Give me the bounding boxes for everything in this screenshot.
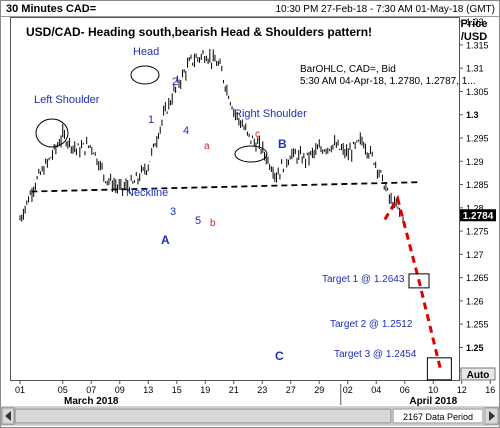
x-tick-label: 12	[457, 385, 467, 395]
wave-label-C: C	[275, 349, 284, 363]
x-tick-label: 02	[343, 385, 353, 395]
data-period-box	[392, 408, 484, 424]
chart-header-title: 30 Minutes CAD=	[6, 3, 96, 15]
x-tick-label: 15	[172, 385, 182, 395]
x-tick-label: 29	[314, 385, 324, 395]
right-shoulder-circle	[234, 145, 268, 163]
last-price-label: 1.2784	[463, 211, 494, 222]
wave-label-4: 4	[183, 125, 189, 137]
price-axis-header-unit: /USD	[461, 31, 487, 43]
x-tick-label: 16	[485, 385, 495, 395]
x-axis-ticks: 0105070913151921232729020406101216182024…	[15, 380, 495, 405]
y-tick-label: 1.255	[466, 320, 489, 330]
x-tick-label: 07	[86, 385, 96, 395]
y-tick-label: 1.285	[466, 180, 489, 190]
head-circle	[130, 65, 160, 85]
y-tick-label: 1.305	[466, 87, 489, 97]
y-tick-label: 1.295	[466, 134, 489, 144]
wave-label-3: 3	[170, 206, 176, 218]
x-tick-label: 05	[58, 385, 68, 395]
x-tick-label: 01	[15, 385, 25, 395]
wave-label-A: A	[161, 233, 170, 247]
wave-label-a: a	[204, 141, 210, 152]
month-label-march: March 2018	[64, 396, 119, 407]
scroll-right-arrow-icon	[489, 411, 495, 421]
x-tick-label: 10	[428, 385, 438, 395]
y-tick-label: 1.29	[466, 157, 484, 167]
wave-label-b: b	[210, 218, 216, 229]
annotation-right-shoulder: Right Shoulder	[234, 108, 307, 120]
scroll-left-arrow-icon	[5, 411, 11, 421]
x-tick-label: 09	[115, 385, 125, 395]
y-tick-label: 1.31	[466, 64, 484, 74]
scrollbar-thumb[interactable]	[14, 408, 392, 424]
target-3-box	[426, 357, 452, 381]
wave-label-c: c	[255, 129, 260, 140]
wave-label-B: B	[278, 137, 287, 151]
y-tick-label: 1.28	[466, 203, 484, 213]
price-axis-header-price: Price	[461, 18, 488, 30]
data-period-label: 2167 Data Period	[403, 412, 473, 422]
last-price-box	[460, 209, 496, 222]
y-tick-label: 1.275	[466, 227, 489, 237]
x-tick-label: 23	[257, 385, 267, 395]
info-line-1: BarOHLC, CAD=, Bid	[300, 64, 396, 75]
info-line-2: 5:30 AM 04-Apr-18, 1.2780, 1.2787, 1...	[300, 76, 476, 87]
neckline	[31, 181, 420, 193]
wave-label-1: 1	[148, 114, 154, 126]
y-tick-label: 1.32	[466, 17, 484, 27]
annotation-neckline: Neckline	[126, 187, 168, 199]
chart-title: USD/CAD- Heading south,bearish Head & Sh…	[26, 25, 372, 39]
auto-scale-label: Auto	[467, 370, 490, 381]
x-tick-label: 21	[229, 385, 239, 395]
target-2-label: Target 2 @ 1.2512	[330, 319, 413, 330]
wave-label-2: 2	[172, 76, 178, 88]
header-bar	[1, 1, 499, 16]
x-tick-label: 19	[200, 385, 210, 395]
target-3-label: Target 3 @ 1.2454	[334, 349, 417, 360]
x-tick-label: 27	[286, 385, 296, 395]
y-tick-label: 1.27	[466, 250, 484, 260]
chart-header-datetime: 10:30 PM 27-Feb-18 - 7:30 AM 01-May-18 (…	[275, 4, 495, 15]
wave-label-5: 5	[195, 215, 201, 227]
month-label-april: April 2018	[409, 396, 457, 407]
y-tick-label: 1.25	[466, 343, 484, 353]
y-tick-label: 1.265	[466, 273, 489, 283]
projection-path	[383, 194, 442, 370]
target-1-box	[408, 273, 430, 289]
y-tick-label: 1.26	[466, 296, 484, 306]
x-tick-label: 13	[143, 385, 153, 395]
auto-scale-button[interactable]	[460, 367, 496, 381]
y-tick-label: 1.315	[466, 40, 489, 50]
annotation-left-shoulder: Left Shoulder	[34, 94, 100, 106]
target-1-label: Target 1 @ 1.2643	[322, 274, 405, 285]
y-tick-label: 1.3	[466, 110, 479, 120]
x-tick-label: 06	[400, 385, 410, 395]
annotation-head: Head	[133, 46, 159, 58]
x-tick-label: 04	[371, 385, 381, 395]
left-shoulder-circle	[35, 118, 69, 148]
